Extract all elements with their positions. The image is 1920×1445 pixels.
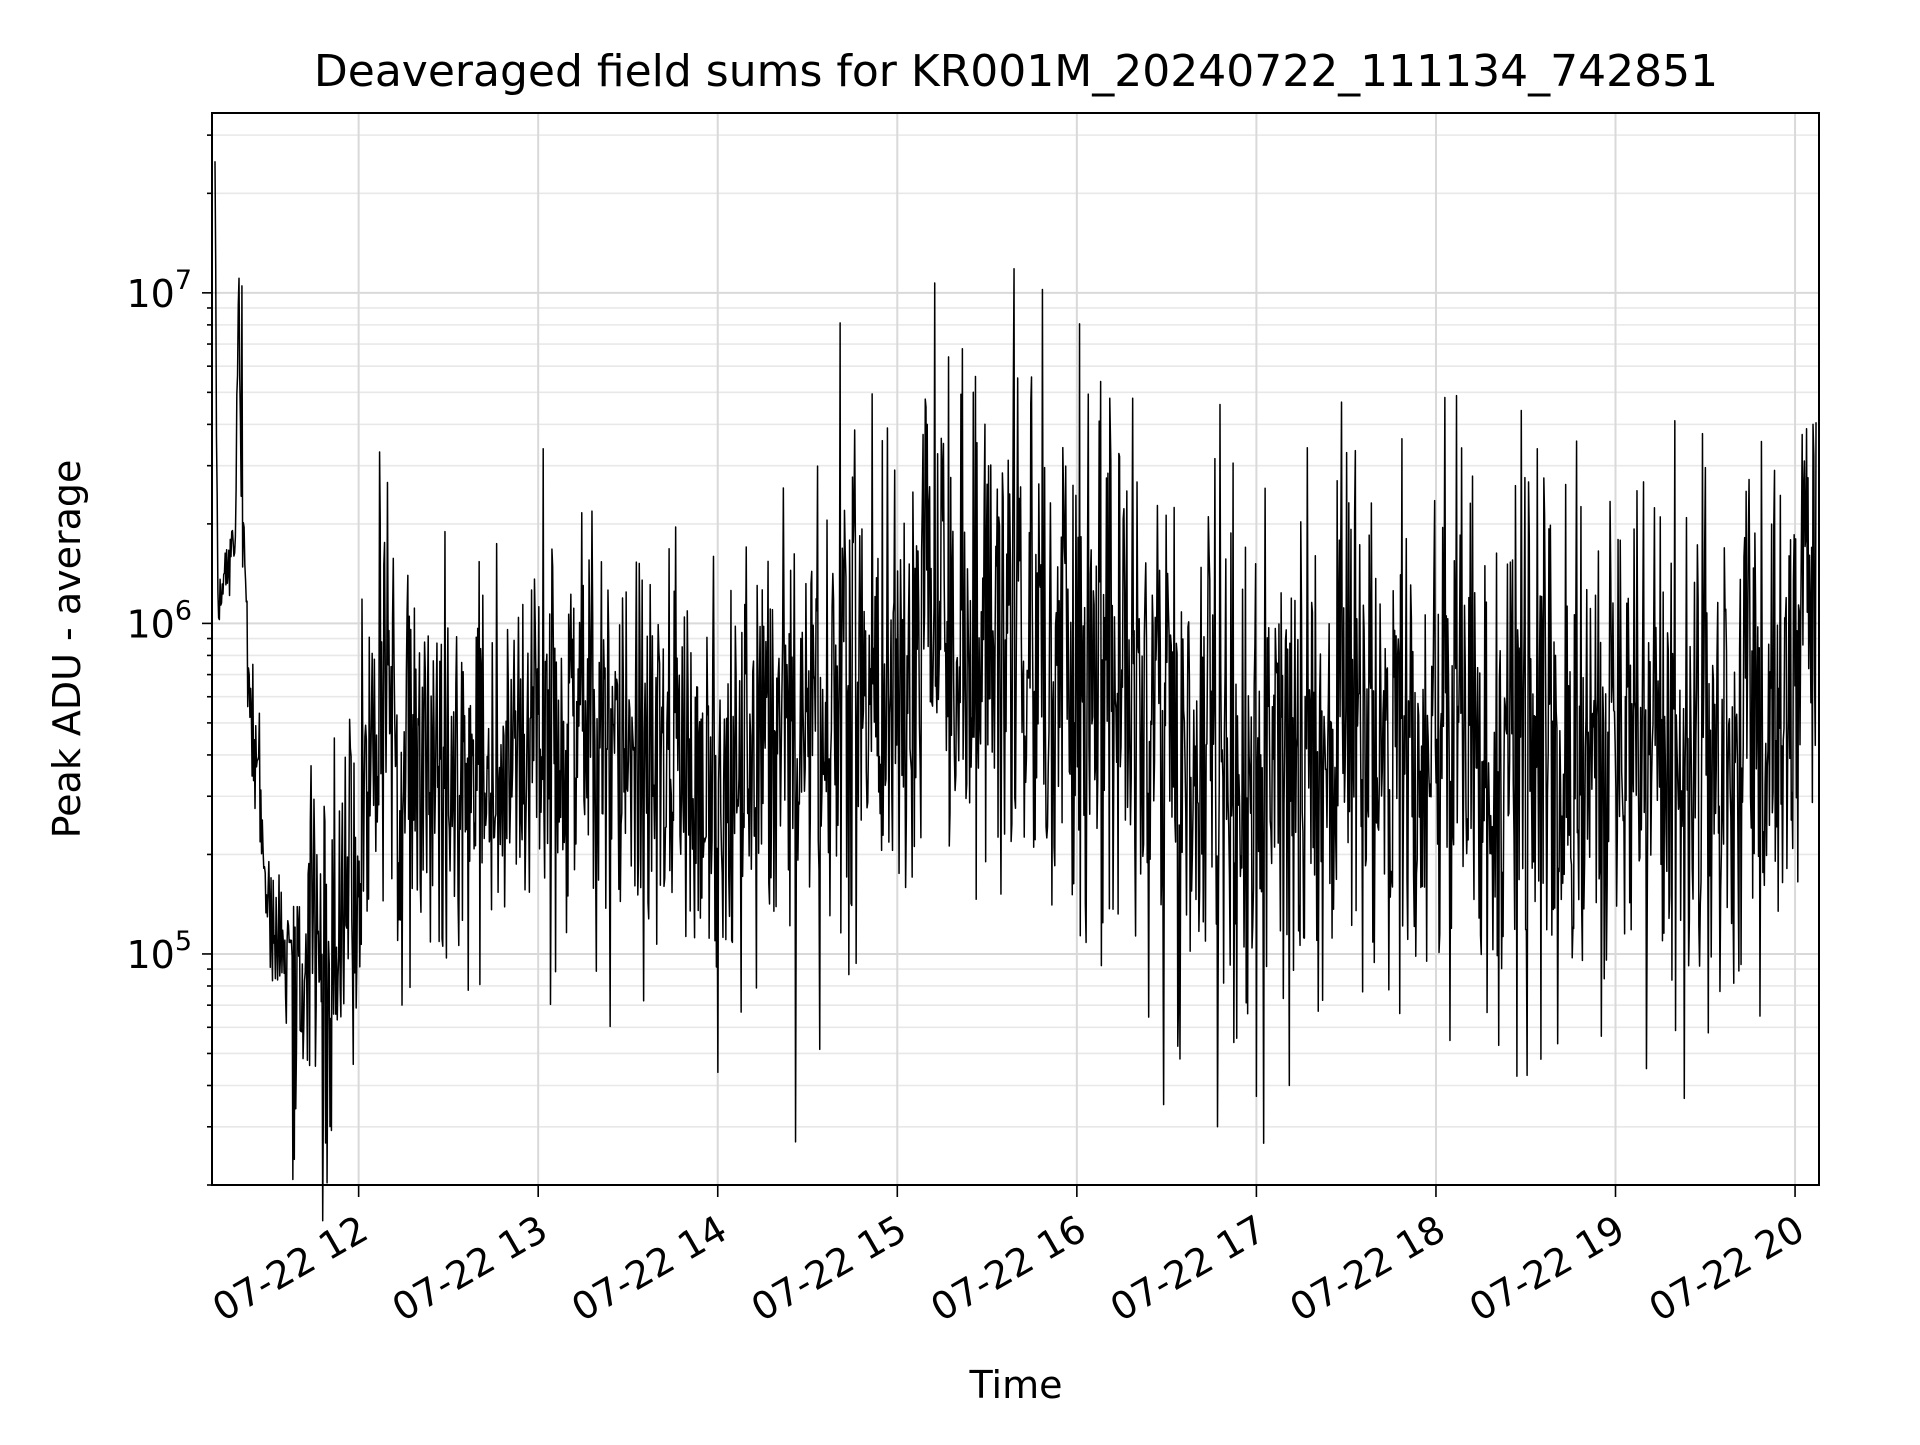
y-tick-exponent: 6	[175, 595, 192, 626]
y-tick-label: 107	[126, 265, 192, 316]
series-line	[214, 161, 1817, 1222]
y-tick-label: 105	[126, 926, 192, 977]
y-tick-base: 10	[126, 272, 174, 316]
y-tick-label: 106	[126, 595, 192, 646]
y-tick-exponent: 5	[175, 926, 192, 957]
chart-title: Deaveraged field sums for KR001M_2024072…	[314, 46, 1718, 97]
y-tick-base: 10	[126, 602, 174, 646]
y-tick-base: 10	[126, 933, 174, 977]
series-layer	[214, 161, 1817, 1222]
plot-frame	[211, 112, 1820, 1186]
x-axis-label: Time	[969, 1363, 1063, 1407]
y-axis-label: Peak ADU - average	[45, 460, 89, 839]
y-tick-exponent: 7	[175, 265, 192, 296]
